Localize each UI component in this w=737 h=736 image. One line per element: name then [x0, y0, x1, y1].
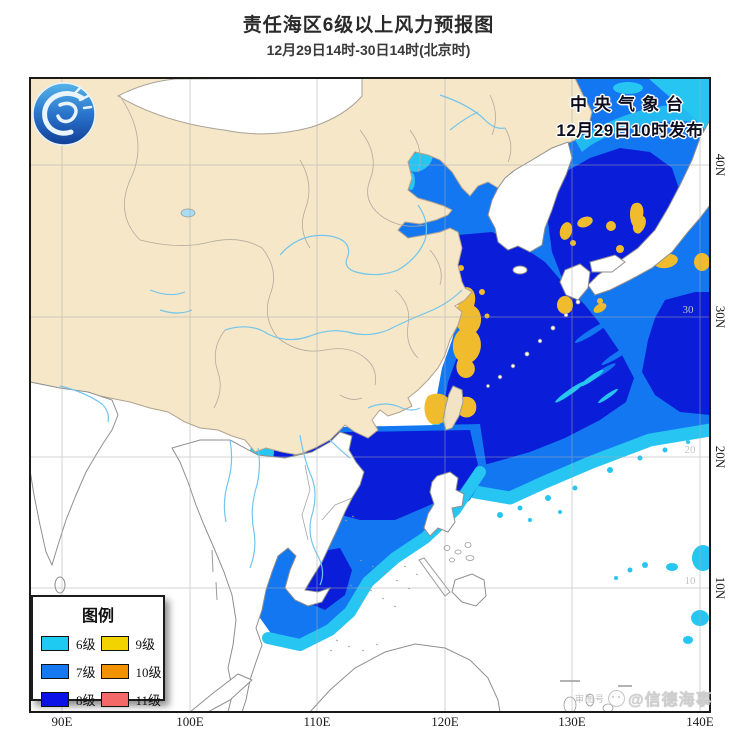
issuer-name: 中央气象台: [570, 95, 690, 114]
scale-ticks: [560, 680, 632, 687]
watermark-face-icon: [608, 689, 626, 707]
legend-swatch-7: [41, 664, 69, 679]
y-axis-label-10n: 10N: [713, 576, 728, 600]
y-axis-label-20n: 20N: [713, 445, 728, 469]
map-frame: [29, 77, 711, 713]
legend-label-6: 6级: [76, 637, 96, 652]
inner-lat-10: 10: [685, 575, 697, 587]
legend-label-7: 7级: [76, 665, 96, 680]
y-axis-label-30n: 30N: [713, 305, 728, 329]
land-layer: [30, 78, 710, 712]
legend-swatch-9: [100, 636, 129, 651]
legend: 图例 6级 9级 7级 10级 8级 11级: [31, 595, 165, 708]
x-axis-label-120e: 120E: [431, 714, 459, 729]
inner-lat-30: 30: [683, 304, 695, 316]
x-axis-label-140e: 140E: [686, 714, 714, 729]
legend-swatch-8: [41, 692, 69, 707]
page-title: 责任海区6级以上风力预报图: [242, 15, 495, 36]
cma-logo-icon: [32, 82, 96, 146]
internal-borders: [119, 94, 512, 409]
legend-swatch-10: [100, 664, 129, 679]
legend-label-11: 11级: [135, 693, 162, 708]
x-axis-label-100e: 100E: [176, 714, 204, 729]
issue-time: 12月29日10时发布: [556, 121, 704, 140]
y-axis-label-40n: 40N: [713, 153, 728, 177]
qinghai-lake: [180, 208, 196, 218]
legend-label-8: 8级: [76, 693, 96, 708]
legend-label-10: 10级: [135, 665, 162, 680]
inner-lat-labels: 30 20 10: [683, 304, 697, 587]
watermark-map-approval: 审图号: [575, 693, 606, 704]
graticule: [30, 78, 710, 712]
rivers: [59, 94, 506, 586]
legend-title: 图例: [81, 608, 114, 625]
x-axis-label-130e: 130E: [558, 714, 586, 729]
legend-swatch-6: [41, 636, 69, 651]
page-subtitle: 12月29日14时-30日14时(北京时): [266, 42, 471, 58]
x-axis-label-90e: 90E: [51, 714, 73, 729]
watermark: 审图号 @信德海事: [575, 686, 713, 710]
inner-lat-20: 20: [685, 444, 697, 456]
legend-label-9: 9级: [135, 637, 156, 652]
legend-grid: 6级 9级 7级 10级 8级 11级: [33, 626, 163, 709]
x-axis-label-110e: 110E: [303, 714, 331, 729]
issuer-announcement: 中央气象台 12月29日10时发布: [525, 90, 735, 141]
legend-swatch-11: [100, 692, 129, 707]
watermark-brand: @信德海事: [628, 692, 713, 709]
